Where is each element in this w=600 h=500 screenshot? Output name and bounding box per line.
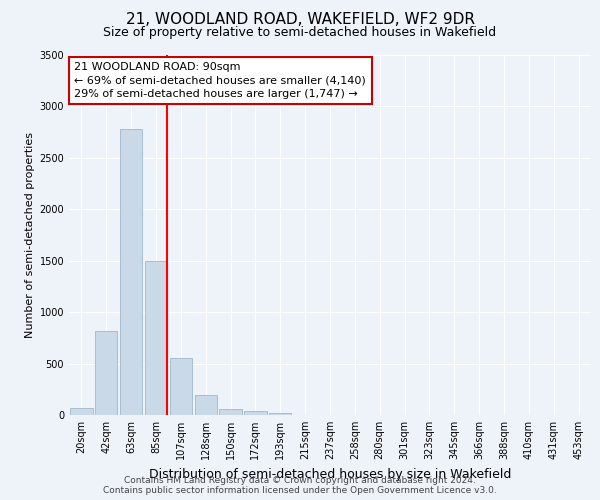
Bar: [194, 396, 217, 415]
Text: 21 WOODLAND ROAD: 90sqm
← 69% of semi-detached houses are smaller (4,140)
29% of: 21 WOODLAND ROAD: 90sqm ← 69% of semi-de…: [74, 62, 366, 98]
Bar: [170, 358, 192, 415]
Bar: [95, 330, 118, 415]
Bar: [220, 409, 242, 415]
Bar: [120, 129, 142, 415]
Text: Contains HM Land Registry data © Crown copyright and database right 2024.: Contains HM Land Registry data © Crown c…: [124, 476, 476, 485]
Bar: [244, 411, 266, 415]
Bar: [70, 408, 92, 415]
Text: Contains public sector information licensed under the Open Government Licence v3: Contains public sector information licen…: [103, 486, 497, 495]
Bar: [269, 413, 292, 415]
Text: Size of property relative to semi-detached houses in Wakefield: Size of property relative to semi-detach…: [103, 26, 497, 39]
X-axis label: Distribution of semi-detached houses by size in Wakefield: Distribution of semi-detached houses by …: [149, 468, 511, 480]
Y-axis label: Number of semi-detached properties: Number of semi-detached properties: [25, 132, 35, 338]
Bar: [145, 260, 167, 415]
Text: 21, WOODLAND ROAD, WAKEFIELD, WF2 9DR: 21, WOODLAND ROAD, WAKEFIELD, WF2 9DR: [125, 12, 475, 28]
